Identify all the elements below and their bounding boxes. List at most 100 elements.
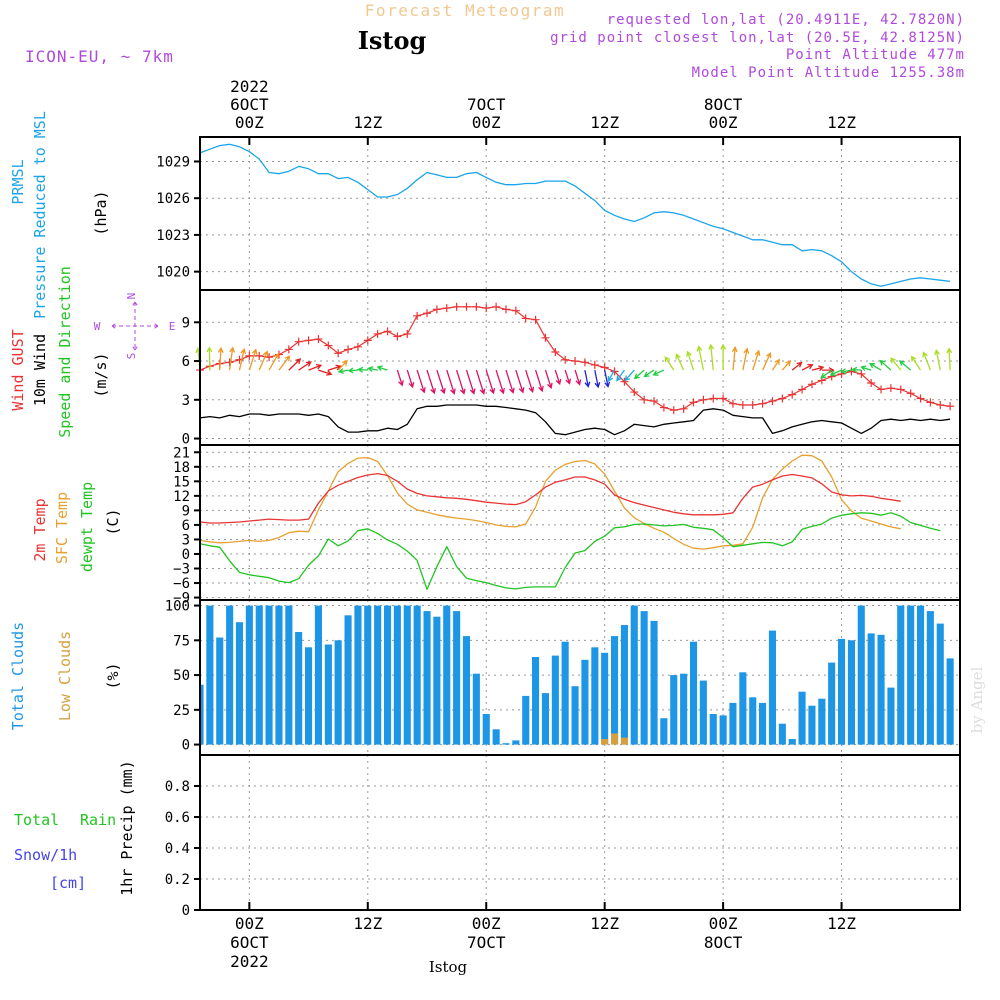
bar-total-clouds xyxy=(216,637,224,745)
wind-direction-arrow xyxy=(367,366,378,372)
bar-total-clouds xyxy=(285,605,293,745)
ytick-label-precip-3: 0.6 xyxy=(165,810,190,826)
gust-marker xyxy=(748,400,757,409)
gust-marker xyxy=(896,385,905,394)
axis-ticks: 10201023102610290369−9−6−303691215182102… xyxy=(156,77,856,971)
bar-total-clouds xyxy=(818,698,826,745)
wind-direction-arrow xyxy=(337,359,348,371)
wind-direction-arrow xyxy=(879,359,892,371)
wind-direction-arrow xyxy=(436,369,446,395)
time-label-top-0-1: 6OCT xyxy=(230,95,269,114)
bar-total-clouds xyxy=(788,739,796,745)
model-altitude: Model Point Altitude 1255.38m xyxy=(692,65,965,81)
gust-marker xyxy=(610,367,619,376)
wind-direction-arrow xyxy=(485,369,496,395)
gust-marker xyxy=(462,302,471,311)
wind-direction-arrow xyxy=(475,369,486,395)
temp-label-sfc: SFC Temp xyxy=(53,492,71,564)
bar-total-clouds xyxy=(887,687,895,745)
gust-marker xyxy=(640,395,649,404)
series-sfc-temp xyxy=(199,454,901,550)
bar-total-clouds xyxy=(601,652,609,745)
ytick-label-temp-10: 21 xyxy=(173,445,190,461)
time-label-top-0-0: 2022 xyxy=(230,77,269,96)
wind-direction-arrow xyxy=(288,358,302,371)
time-label-top-2-1: 00Z xyxy=(472,113,501,132)
bar-total-clouds xyxy=(295,632,303,745)
wind-direction-arrow xyxy=(564,369,572,385)
bar-total-clouds xyxy=(936,623,944,745)
time-label-bottom-3-0: 12Z xyxy=(590,914,619,933)
gust-marker xyxy=(669,406,678,415)
time-label-top-3-0: 12Z xyxy=(590,113,619,132)
wind-direction-arrow xyxy=(416,369,426,394)
gust-marker xyxy=(788,390,797,399)
wind-direction-arrow xyxy=(829,369,842,376)
wind-direction-arrow xyxy=(465,369,476,395)
wind-label-unit: (m/s) xyxy=(92,352,110,397)
wind-direction-arrow xyxy=(426,369,436,395)
wind-direction-arrow xyxy=(376,365,388,372)
gust-marker xyxy=(886,384,895,393)
bar-total-clouds xyxy=(591,647,599,745)
wind-direction-arrow xyxy=(298,361,312,371)
time-label-bottom-1-0: 12Z xyxy=(353,914,382,933)
bar-total-clouds xyxy=(759,702,767,745)
bar-total-clouds xyxy=(571,686,579,745)
wind-direction-arrow xyxy=(643,369,655,378)
wind-direction-arrow xyxy=(318,369,333,376)
bar-total-clouds xyxy=(305,647,313,745)
wind-direction-arrow xyxy=(686,350,695,371)
panel-frame-temp xyxy=(199,444,961,601)
bar-total-clouds xyxy=(201,684,204,745)
gust-marker xyxy=(511,306,520,315)
bar-total-clouds xyxy=(778,723,786,745)
bar-total-clouds xyxy=(502,743,510,745)
ytick-label-temp-9: 18 xyxy=(173,460,190,476)
ytick-label-wind-1: 3 xyxy=(182,393,190,409)
clouds-label-unit: (%) xyxy=(104,662,122,689)
wind-direction-arrow xyxy=(731,346,738,371)
time-label-top-1-0: 12Z xyxy=(353,113,382,132)
gust-marker xyxy=(738,400,747,409)
bar-total-clouds xyxy=(235,622,243,745)
ytick-label-temp-1: −6 xyxy=(173,576,190,592)
compass-south: S xyxy=(125,353,138,360)
model-label: ICON-EU, ~ 7km xyxy=(25,47,174,66)
grid-lines xyxy=(200,137,960,911)
panel-frame-clouds xyxy=(199,599,961,756)
gust-marker xyxy=(442,304,451,313)
bar-total-clouds xyxy=(630,605,638,745)
point-altitude: Point Altitude 477m xyxy=(786,47,965,63)
gust-marker xyxy=(699,395,708,404)
clouds-label-low: Low Clouds xyxy=(56,631,74,721)
wind-direction-arrow xyxy=(742,347,750,371)
gust-marker xyxy=(265,353,274,362)
wind-direction-arrow xyxy=(337,368,349,374)
bar-low-clouds xyxy=(620,737,628,745)
ytick-label-temp-2: −3 xyxy=(173,562,190,578)
wind-direction-arrow xyxy=(258,350,269,371)
bar-total-clouds xyxy=(541,693,549,745)
wind-direction-arrow xyxy=(396,369,404,387)
supertitle: Forecast Meteogram xyxy=(365,1,565,20)
gust-marker xyxy=(758,399,767,408)
compass-north: N xyxy=(125,293,138,300)
wind-direction-arrow xyxy=(633,369,645,380)
wind-direction-arrow xyxy=(771,358,780,371)
gust-marker xyxy=(304,336,313,345)
bar-total-clouds xyxy=(660,718,668,745)
bar-total-clouds xyxy=(926,611,934,745)
gust-marker xyxy=(284,345,293,354)
gust-marker xyxy=(452,302,461,311)
wind-direction-arrow xyxy=(607,369,616,383)
gust-marker xyxy=(936,400,945,409)
ytick-label-pressure-3: 1029 xyxy=(156,154,190,170)
bar-total-clouds xyxy=(946,658,954,745)
bar-total-clouds xyxy=(275,605,283,745)
gust-marker xyxy=(571,357,580,366)
clouds-label-total: Total Clouds xyxy=(9,622,27,730)
precip-label-cm: [cm] xyxy=(50,874,86,892)
ytick-label-temp-6: 9 xyxy=(182,503,190,519)
bar-total-clouds xyxy=(551,655,559,745)
